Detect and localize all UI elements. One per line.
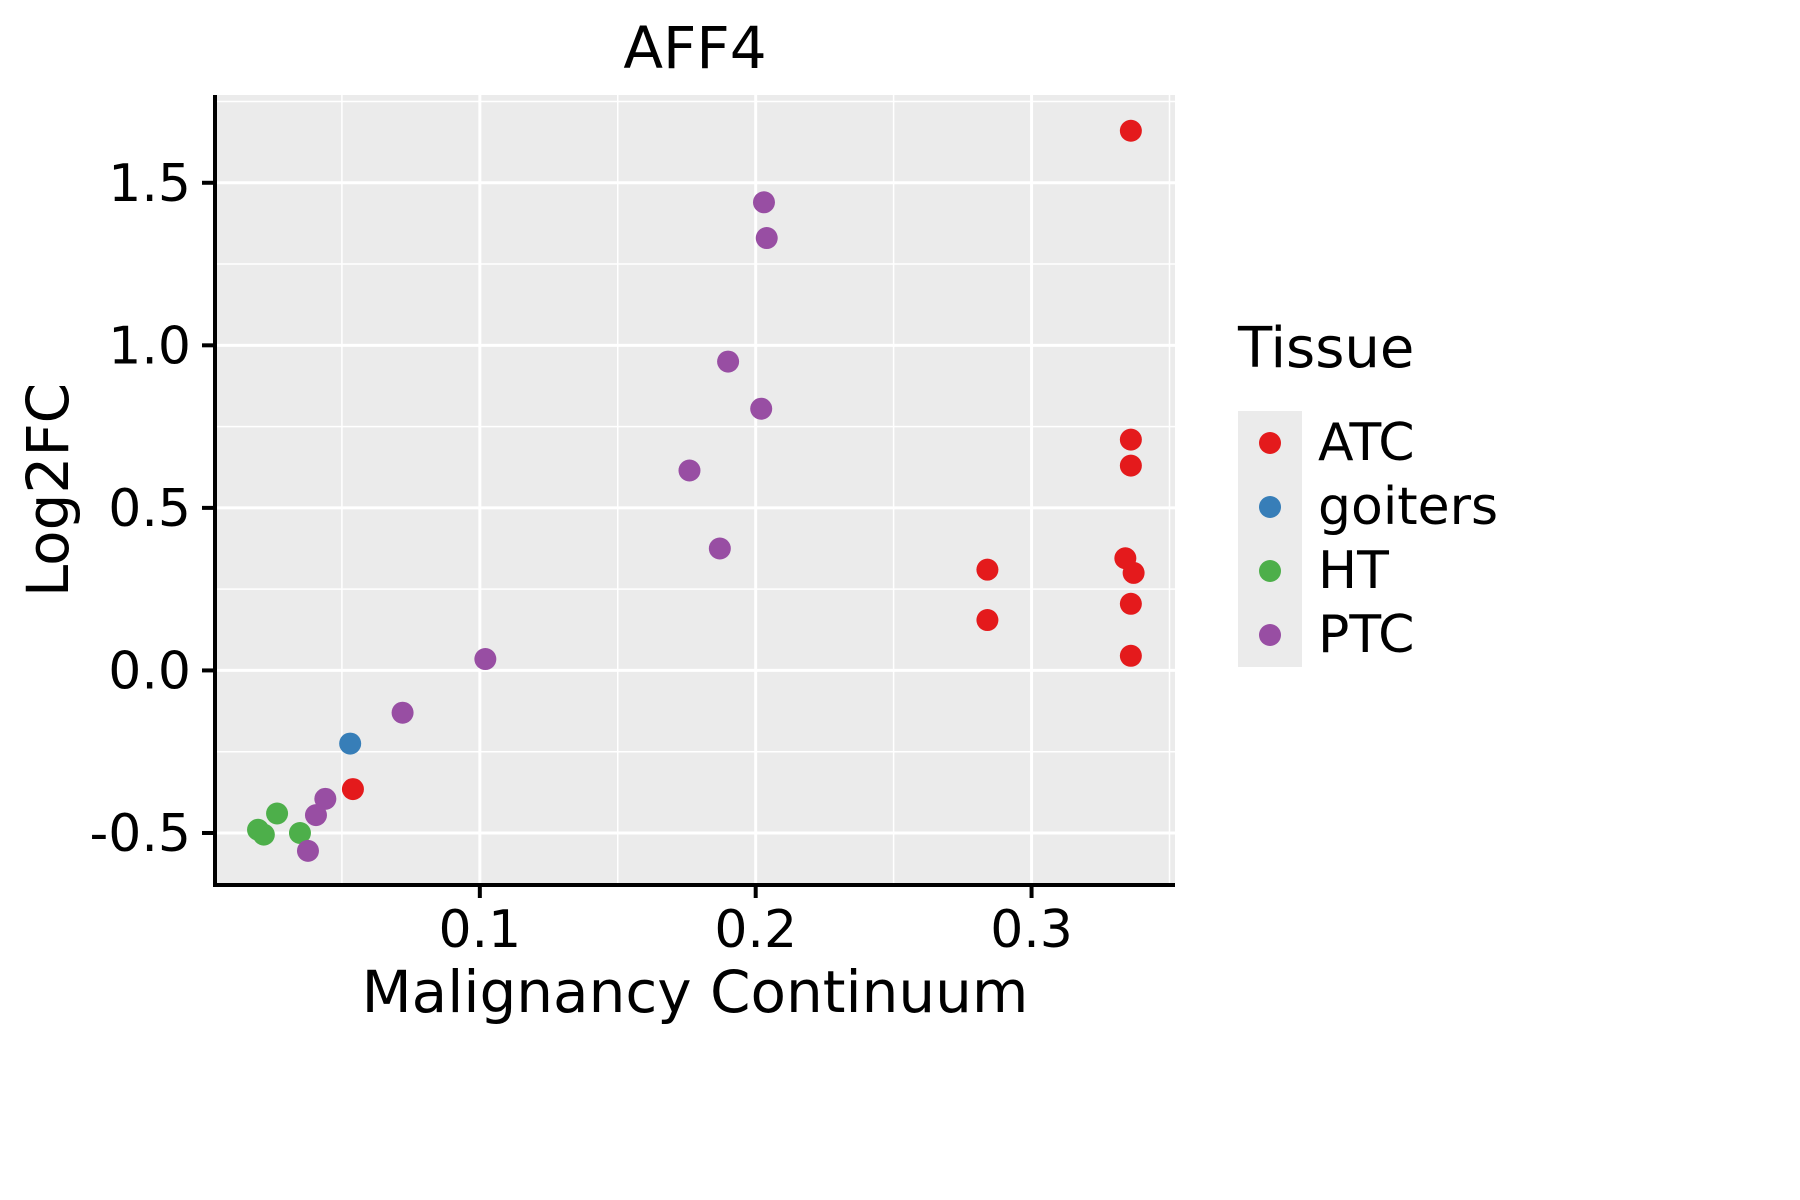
data-point-ht: [266, 802, 289, 825]
legend-dot-icon: [1259, 496, 1281, 518]
data-point-atc: [1119, 454, 1142, 477]
data-point-atc: [1119, 119, 1142, 142]
data-point-ptc: [474, 648, 497, 671]
data-point-ptc: [708, 537, 731, 560]
legend-item-atc: ATC: [1238, 411, 1498, 475]
data-point-ptc: [314, 787, 337, 810]
data-point-atc: [1119, 644, 1142, 667]
legend-key: [1238, 475, 1302, 539]
legend: Tissue ATC goiters HT PTC: [1238, 316, 1498, 667]
data-point-ptc: [296, 839, 319, 862]
data-point-ptc: [750, 397, 773, 420]
data-point-ht: [252, 823, 275, 846]
plot-panel: [215, 95, 1175, 885]
legend-dot-icon: [1259, 624, 1281, 646]
legend-label: goiters: [1318, 477, 1499, 537]
legend-item-ptc: PTC: [1238, 603, 1498, 667]
data-point-ptc: [678, 459, 701, 482]
legend-key: [1238, 539, 1302, 603]
legend-key: [1238, 603, 1302, 667]
y-axis-title: Log2FC: [14, 382, 82, 598]
data-point-atc: [1119, 592, 1142, 615]
data-point-atc: [341, 778, 364, 801]
data-point-atc: [1119, 428, 1142, 451]
data-point-ptc: [304, 804, 327, 827]
legend-label: ATC: [1318, 413, 1415, 473]
legend-item-goiters: goiters: [1238, 475, 1498, 539]
legend-dot-icon: [1259, 432, 1281, 454]
y-tick-label: -0.5: [90, 804, 191, 864]
data-point-goiters: [339, 732, 362, 755]
y-tick-label: 0.0: [108, 641, 191, 701]
chart-title: AFF4: [623, 14, 767, 82]
data-point-atc: [1122, 561, 1145, 584]
legend-item-ht: HT: [1238, 539, 1498, 603]
legend-dot-icon: [1259, 560, 1281, 582]
legend-key: [1238, 411, 1302, 475]
legend-title: Tissue: [1238, 316, 1415, 381]
x-axis-title: Malignancy Continuum: [361, 958, 1029, 1026]
data-point-atc: [976, 609, 999, 632]
data-point-ptc: [755, 227, 778, 250]
y-tick-label: 1.5: [108, 154, 191, 214]
legend-items: ATC goiters HT PTC: [1238, 411, 1498, 667]
legend-label: HT: [1318, 541, 1389, 601]
data-point-ht: [288, 821, 311, 844]
x-tick-label: 0.3: [990, 900, 1073, 960]
data-point-atc: [976, 558, 999, 581]
x-tick-label: 0.1: [438, 900, 521, 960]
x-tick-label: 0.2: [714, 900, 797, 960]
data-point-ptc: [391, 701, 414, 724]
y-tick-label: 1.0: [108, 316, 191, 376]
legend-label: PTC: [1318, 605, 1415, 665]
data-point-ptc: [752, 191, 775, 214]
y-tick-label: 0.5: [108, 479, 191, 539]
data-point-ptc: [717, 350, 740, 373]
